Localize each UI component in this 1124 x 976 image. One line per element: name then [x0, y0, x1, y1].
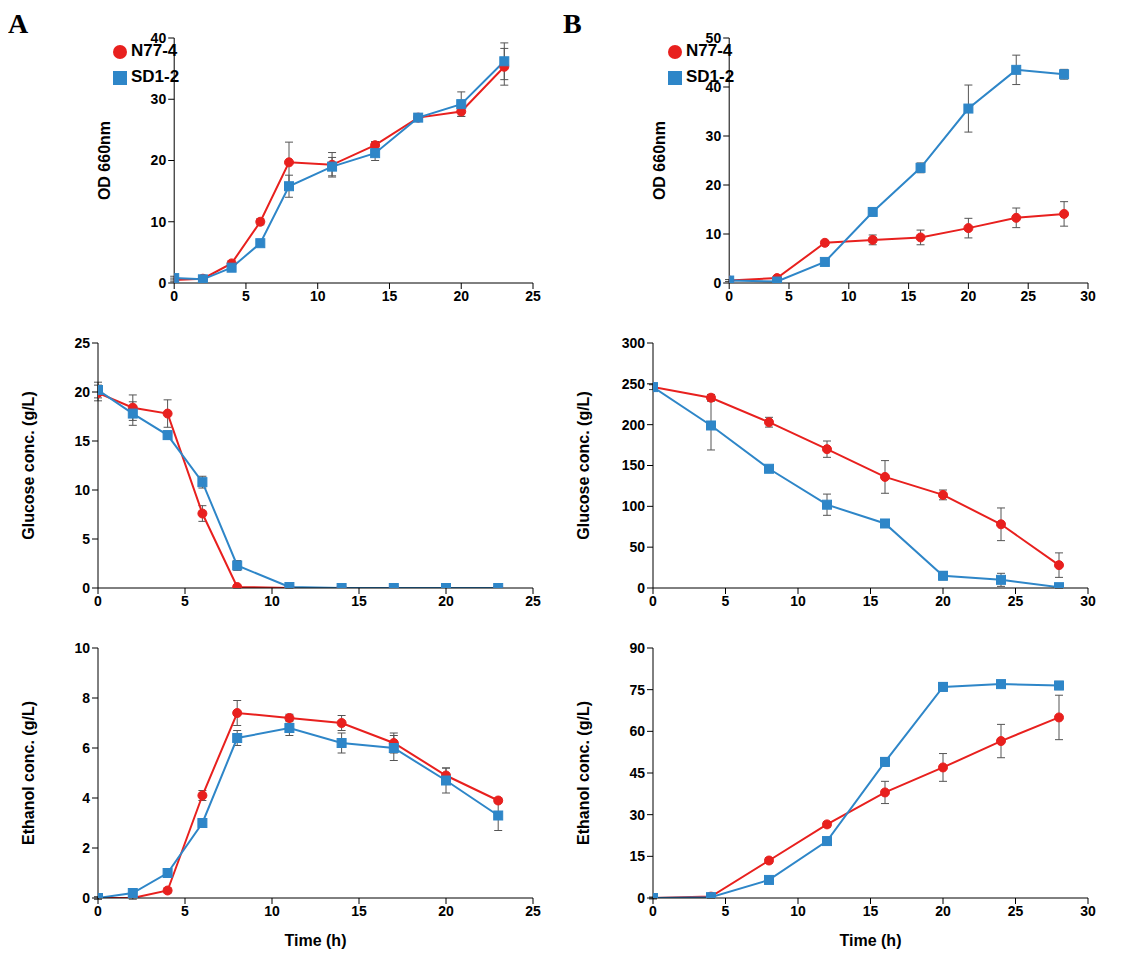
- svg-text:10: 10: [706, 226, 722, 242]
- svg-text:20: 20: [453, 288, 469, 304]
- svg-text:25: 25: [525, 288, 541, 304]
- svg-text:30: 30: [1080, 903, 1096, 919]
- svg-text:10: 10: [790, 593, 806, 609]
- svg-text:20: 20: [74, 384, 90, 400]
- svg-text:5: 5: [82, 531, 90, 547]
- svg-text:15: 15: [351, 903, 367, 919]
- svg-text:0: 0: [637, 580, 645, 596]
- svg-text:10: 10: [151, 214, 167, 230]
- svg-text:25: 25: [1020, 288, 1036, 304]
- svg-text:5: 5: [181, 903, 189, 919]
- svg-text:20: 20: [706, 177, 722, 193]
- svg-text:20: 20: [935, 593, 951, 609]
- svg-text:10: 10: [841, 288, 857, 304]
- svg-text:Ethanol conc. (g/L): Ethanol conc. (g/L): [20, 701, 37, 845]
- svg-text:0: 0: [94, 903, 102, 919]
- svg-text:Glucose conc. (g/L): Glucose conc. (g/L): [575, 391, 592, 539]
- svg-text:50: 50: [706, 30, 722, 46]
- svg-text:5: 5: [181, 593, 189, 609]
- svg-text:25: 25: [1008, 593, 1024, 609]
- svg-text:30: 30: [706, 128, 722, 144]
- svg-text:0: 0: [82, 580, 90, 596]
- svg-text:60: 60: [629, 723, 645, 739]
- svg-text:0: 0: [725, 288, 733, 304]
- svg-text:90: 90: [629, 640, 645, 656]
- svg-text:30: 30: [1080, 288, 1096, 304]
- svg-text:20: 20: [151, 152, 167, 168]
- svg-text:10: 10: [310, 288, 326, 304]
- svg-text:10: 10: [74, 640, 90, 656]
- svg-text:5: 5: [785, 288, 793, 304]
- svg-text:0: 0: [94, 593, 102, 609]
- svg-text:10: 10: [264, 903, 280, 919]
- svg-text:75: 75: [629, 682, 645, 698]
- svg-text:30: 30: [1080, 593, 1096, 609]
- svg-text:20: 20: [438, 593, 454, 609]
- svg-text:15: 15: [863, 903, 879, 919]
- svg-text:45: 45: [629, 765, 645, 781]
- svg-text:40: 40: [151, 30, 167, 46]
- svg-text:0: 0: [649, 593, 657, 609]
- svg-text:15: 15: [629, 848, 645, 864]
- svg-text:8: 8: [82, 690, 90, 706]
- svg-text:2: 2: [82, 840, 90, 856]
- svg-text:300: 300: [622, 335, 646, 351]
- svg-text:25: 25: [525, 903, 541, 919]
- svg-text:15: 15: [863, 593, 879, 609]
- svg-text:20: 20: [935, 903, 951, 919]
- svg-text:10: 10: [74, 482, 90, 498]
- svg-text:10: 10: [264, 593, 280, 609]
- svg-text:4: 4: [82, 790, 90, 806]
- svg-text:Ethanol conc. (g/L): Ethanol conc. (g/L): [575, 701, 592, 845]
- svg-text:0: 0: [713, 275, 721, 291]
- svg-text:150: 150: [622, 457, 646, 473]
- svg-text:0: 0: [158, 275, 166, 291]
- svg-text:50: 50: [629, 539, 645, 555]
- svg-text:100: 100: [622, 498, 646, 514]
- svg-text:25: 25: [525, 593, 541, 609]
- svg-text:30: 30: [629, 807, 645, 823]
- svg-text:Time (h): Time (h): [285, 932, 347, 949]
- svg-text:0: 0: [637, 890, 645, 906]
- svg-text:0: 0: [170, 288, 178, 304]
- svg-text:Time (h): Time (h): [840, 932, 902, 949]
- svg-text:0: 0: [649, 903, 657, 919]
- svg-text:25: 25: [1008, 903, 1024, 919]
- svg-text:OD 660nm: OD 660nm: [96, 121, 113, 200]
- svg-text:15: 15: [74, 433, 90, 449]
- svg-text:6: 6: [82, 740, 90, 756]
- svg-text:5: 5: [242, 288, 250, 304]
- svg-text:15: 15: [901, 288, 917, 304]
- svg-text:15: 15: [382, 288, 398, 304]
- svg-text:0: 0: [82, 890, 90, 906]
- svg-text:40: 40: [706, 79, 722, 95]
- svg-text:10: 10: [790, 903, 806, 919]
- svg-text:20: 20: [438, 903, 454, 919]
- svg-text:15: 15: [351, 593, 367, 609]
- svg-text:5: 5: [722, 593, 730, 609]
- svg-text:20: 20: [961, 288, 977, 304]
- svg-text:200: 200: [622, 417, 646, 433]
- svg-text:250: 250: [622, 376, 646, 392]
- svg-text:Glucose conc. (g/L): Glucose conc. (g/L): [20, 391, 37, 539]
- svg-text:25: 25: [74, 335, 90, 351]
- svg-text:OD 660nm: OD 660nm: [651, 121, 668, 200]
- svg-text:5: 5: [722, 903, 730, 919]
- svg-text:30: 30: [151, 91, 167, 107]
